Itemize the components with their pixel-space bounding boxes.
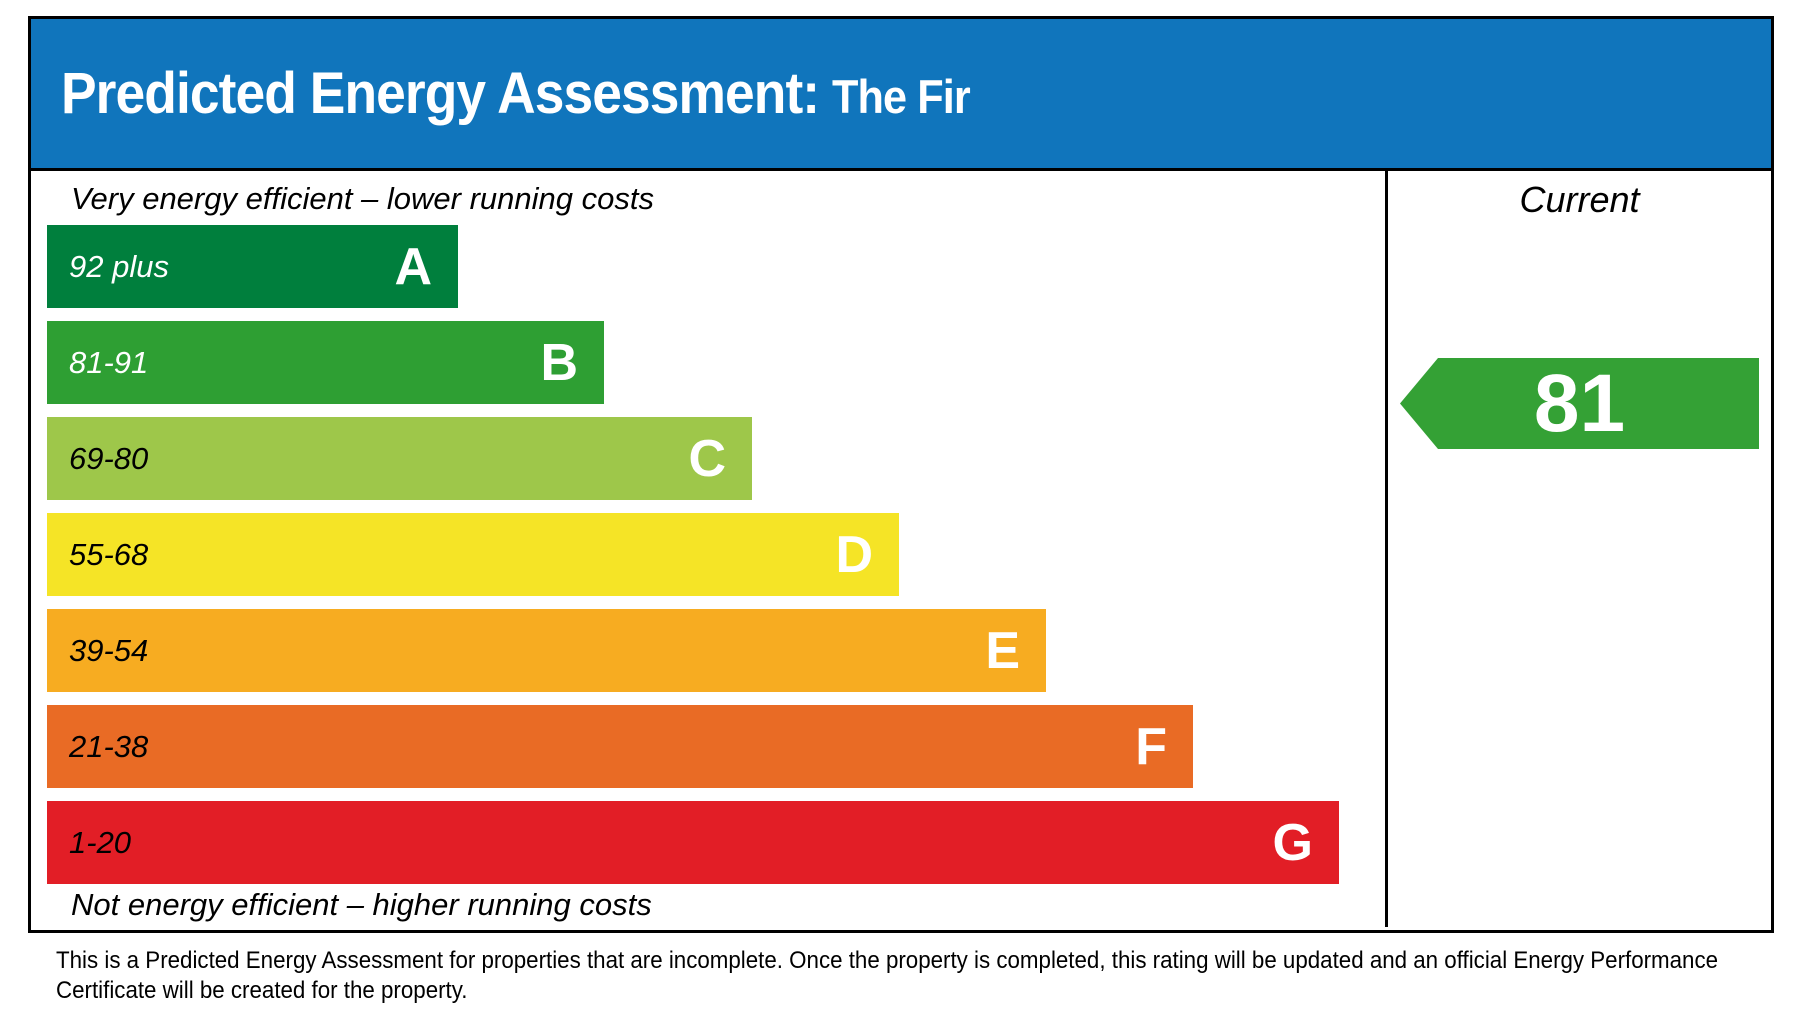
band-row: 69-80 C xyxy=(47,417,1385,500)
band-letter: G xyxy=(1272,813,1313,872)
band-bar: 21-38 F xyxy=(47,705,1193,788)
page-title: Predicted Energy Assessment: xyxy=(61,61,820,126)
band-letter: C xyxy=(688,429,726,488)
band-letter: D xyxy=(835,525,873,584)
rating-bands-panel: Very energy efficient – lower running co… xyxy=(31,171,1385,927)
band-range-label: 39-54 xyxy=(69,632,149,668)
rating-bands: 92 plus A 81-91 B 69-80 C 55-68 D 39-54 … xyxy=(47,225,1385,897)
footer-note-line: Certificate will be created for the prop… xyxy=(56,977,468,1004)
property-name: The Fir xyxy=(832,70,971,123)
footer-note-line: This is a Predicted Energy Assessment fo… xyxy=(56,947,1719,974)
band-range-label: 1-20 xyxy=(69,824,132,860)
current-rating-marker: 81 xyxy=(1400,358,1759,449)
band-letter: B xyxy=(540,333,578,392)
band-letter: E xyxy=(985,621,1020,680)
chart-body: Very energy efficient – lower running co… xyxy=(31,171,1771,927)
band-range-label: 92 plus xyxy=(69,248,169,284)
band-row: 55-68 D xyxy=(47,513,1385,596)
energy-assessment-chart: Predicted Energy Assessment: The Fir Very… xyxy=(28,16,1774,933)
band-range-label: 21-38 xyxy=(69,728,149,764)
bottom-caption: Not energy efficient – higher running co… xyxy=(71,887,652,922)
band-range-label: 69-80 xyxy=(69,440,149,476)
current-column-header: Current xyxy=(1519,179,1640,220)
band-row: 81-91 B xyxy=(47,321,1385,404)
band-bar: 92 plus A xyxy=(47,225,458,308)
chart-header: Predicted Energy Assessment: The Fir xyxy=(31,19,1771,171)
band-letter: A xyxy=(394,237,432,296)
band-bar: 39-54 E xyxy=(47,609,1046,692)
band-letter: F xyxy=(1135,717,1167,776)
top-caption: Very energy efficient – lower running co… xyxy=(71,181,654,216)
band-bar: 69-80 C xyxy=(47,417,752,500)
footer-note: This is a Predicted Energy Assessment fo… xyxy=(56,946,1800,1006)
band-bar: 81-91 B xyxy=(47,321,604,404)
band-row: 21-38 F xyxy=(47,705,1385,788)
band-bar: 55-68 D xyxy=(47,513,899,596)
current-rating-value: 81 xyxy=(1533,357,1626,449)
band-row: 92 plus A xyxy=(47,225,1385,308)
title-line: Predicted Energy Assessment: The Fir xyxy=(61,60,971,127)
band-range-label: 81-91 xyxy=(69,344,149,380)
band-row: 39-54 E xyxy=(47,609,1385,692)
band-bar: 1-20 G xyxy=(47,801,1339,884)
band-row: 1-20 G xyxy=(47,801,1385,884)
band-range-label: 55-68 xyxy=(69,536,149,572)
current-rating-column: Current 81 xyxy=(1385,171,1771,927)
